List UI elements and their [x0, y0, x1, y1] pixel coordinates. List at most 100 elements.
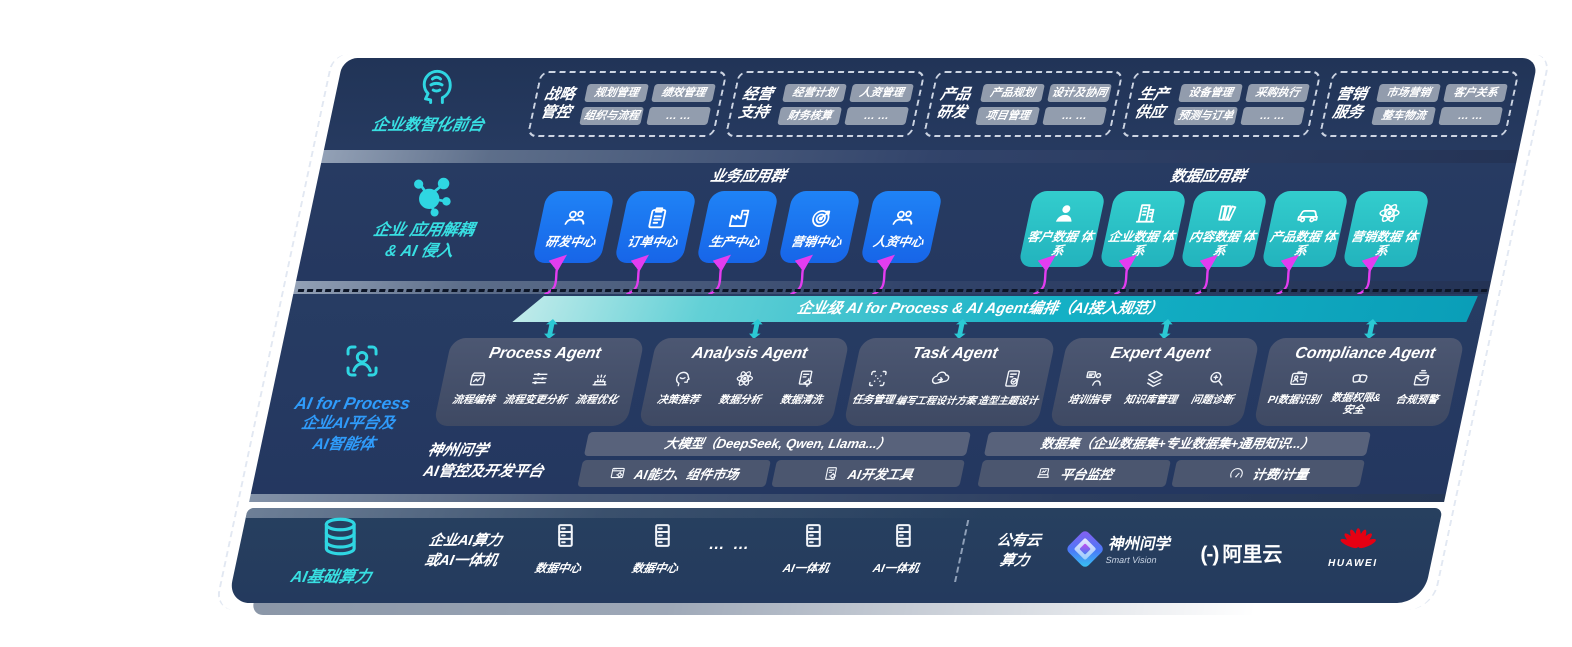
- node-ai-appliance-2: AI一体机: [858, 521, 942, 576]
- ellipsis-text: … …: [707, 536, 754, 553]
- group-production-supply: 生产供应 设备管理 采购执行 预测与订单 … …: [1120, 71, 1322, 137]
- chip: 市场营销: [1376, 83, 1442, 102]
- group-operation: 经营支持 经营计划 人资管理 财务核算 … …: [724, 71, 926, 137]
- front-office-groups: 战略管控 规划管理 绩效管理 组织与流程 … … 经营支持 经营计划 人资管理 …: [526, 71, 1520, 137]
- capability: 决策推荐: [643, 368, 716, 421]
- compliance-agent-box: Compliance Agent PI数据识别 数据权限& 安全 合规预警: [1253, 338, 1465, 426]
- server-icon: [888, 521, 917, 550]
- group-title: 产品研发: [935, 86, 973, 121]
- enterprise-compute-label: 企业AI算力 或AI一体机: [423, 533, 504, 569]
- front-office-band: 企业数智化前台 战略管控 规划管理 绩效管理 组织与流程 … … 经营支持 经营…: [323, 58, 1539, 150]
- dataset-bar: 数据集（企业数据集+专业数据集+通用知识...）: [983, 432, 1371, 456]
- dataset-group: 数据集（企业数据集+专业数据集+通用知识...） 平台监控 计费/计量: [977, 432, 1371, 487]
- public-cloud-label: 公有云 算力: [995, 533, 1043, 569]
- front-office-label: 企业数智化前台: [370, 117, 486, 134]
- cell-ai-market: AI能力、组件市场: [577, 460, 772, 487]
- chip: … …: [1438, 106, 1504, 125]
- flow-box-icon: [465, 368, 490, 389]
- chip: 客户关系: [1443, 83, 1509, 102]
- gauge-icon: [1226, 465, 1247, 482]
- infra-label: AI基础算力: [289, 569, 373, 586]
- model-bar: 大模型（DeepSeek, Qwen, Llama...）: [583, 432, 971, 456]
- smartvision-diamond-icon: [1065, 528, 1105, 569]
- factory-icon: [724, 205, 756, 231]
- expert-agent-box: Expert Agent 培训指导 知识库管理 问题诊断: [1048, 338, 1261, 426]
- clipboard-icon: [642, 205, 674, 231]
- doc-tool-icon: [821, 465, 842, 482]
- trainer-board-icon: [1081, 368, 1106, 389]
- group-title: 营销服务: [1331, 86, 1369, 121]
- capability: 编写工程设计方案: [892, 368, 983, 421]
- doc-gear-icon: [793, 368, 818, 389]
- huawei-logo: HUAWEI: [1327, 522, 1387, 569]
- front-office-label-column: 企业数智化前台: [324, 58, 542, 150]
- platform-row: 神州问学 AI管控及开发平台 大模型（DeepSeek, Qwen, Llama…: [420, 432, 1431, 490]
- diagnose-magnifier-icon: [1204, 368, 1229, 389]
- capability: 知识库管理: [1115, 368, 1188, 421]
- head-chat-icon: [670, 368, 695, 389]
- business-group-title: 业务应用群: [708, 168, 788, 185]
- grid-scan-icon: [865, 368, 890, 389]
- group-product-rd: 产品研发 产品规划 设计及协同 项目管理 … …: [922, 71, 1124, 137]
- ai-layer-label-column: AI for Process 企业AI平台及 AI智能体: [259, 340, 449, 456]
- analysis-agent-box: Analysis Agent 决策推荐 数据分析 数据清洗: [637, 338, 850, 426]
- atom-icon: [732, 368, 757, 389]
- mail-alert-icon: [1409, 368, 1434, 389]
- alibaba-cloud-logo: (-) 阿里云: [1200, 543, 1283, 566]
- data-group-title: 数据应用群: [1168, 168, 1248, 185]
- orchestration-bar: 企业级 AI for Process & AI Agent编排（AI接入规范）: [482, 296, 1478, 322]
- building-icon: [1131, 200, 1163, 226]
- molecule-icon: [408, 173, 454, 219]
- chip: … …: [1240, 106, 1306, 125]
- chip: 产品规划: [980, 83, 1046, 102]
- capability: 流程优化: [561, 368, 634, 421]
- platform-label: 神州问学 AI管控及开发平台: [421, 442, 546, 480]
- layer-step-edge: [249, 494, 1446, 502]
- optimize-icon: [589, 368, 614, 389]
- cell-billing-metering: 计费/计量: [1171, 460, 1366, 487]
- dashed-separator-line: [297, 289, 1488, 292]
- node-datacenter-1: 数据中心: [520, 521, 604, 576]
- atom-icon: [1374, 200, 1406, 226]
- database-icon: [317, 514, 362, 559]
- group-title: 经营支持: [737, 86, 775, 121]
- chip: 人资管理: [849, 83, 915, 102]
- chip: … …: [646, 106, 712, 125]
- chip: 设计及协同: [1047, 83, 1113, 102]
- link-shield-icon: [1347, 368, 1372, 389]
- group-strategy: 战略管控 规划管理 绩效管理 组织与流程 … …: [526, 71, 728, 137]
- team-icon: [560, 205, 592, 231]
- huawei-flower-icon: [1340, 522, 1376, 556]
- chip: … …: [1042, 106, 1108, 125]
- sliders-icon: [527, 368, 552, 389]
- people-icon: [888, 205, 920, 231]
- window-gear-icon: [608, 465, 629, 482]
- process-agent-box: Process Agent 流程编排 流程变更分析 流程优化: [433, 338, 645, 426]
- capability: 数据清洗: [766, 368, 839, 421]
- dashed-divider: [954, 520, 970, 582]
- capability: 流程编排: [438, 368, 511, 421]
- bidirectional-arrow-icon: [540, 319, 562, 339]
- capability: 培训指导: [1054, 368, 1127, 421]
- chip: 预测与订单: [1173, 106, 1239, 125]
- user-icon: [1050, 200, 1082, 226]
- doc-check-icon: [1000, 368, 1025, 389]
- target-icon: [806, 205, 838, 231]
- id-card-icon: [1286, 368, 1311, 389]
- node-datacenter-2: 数据中心: [617, 521, 701, 576]
- agent-row: Process Agent 流程编排 流程变更分析 流程优化 Analysis …: [433, 338, 1465, 426]
- group-marketing-service: 营销服务 市场营销 客户关系 整车物流 … …: [1318, 71, 1520, 137]
- ai-platform-band: 企业级 AI for Process & AI Agent编排（AI接入规范） …: [250, 294, 1489, 494]
- chip: 经营计划: [782, 83, 848, 102]
- chip: 绩效管理: [651, 83, 717, 102]
- node-ai-appliance-1: AI一体机: [768, 521, 852, 576]
- chip: … …: [844, 106, 910, 125]
- group-title: 战略管控: [539, 86, 577, 121]
- cell-platform-monitor: 平台监控: [977, 460, 1172, 487]
- smartvision-logo: 神州问学 Smart Vision: [1065, 528, 1174, 569]
- server-icon: [550, 521, 579, 550]
- cell-ai-devtools: AI开发工具: [771, 460, 966, 487]
- chip: 规划管理: [584, 83, 650, 102]
- chip: 项目管理: [975, 106, 1041, 125]
- chip: 组织与流程: [579, 106, 645, 125]
